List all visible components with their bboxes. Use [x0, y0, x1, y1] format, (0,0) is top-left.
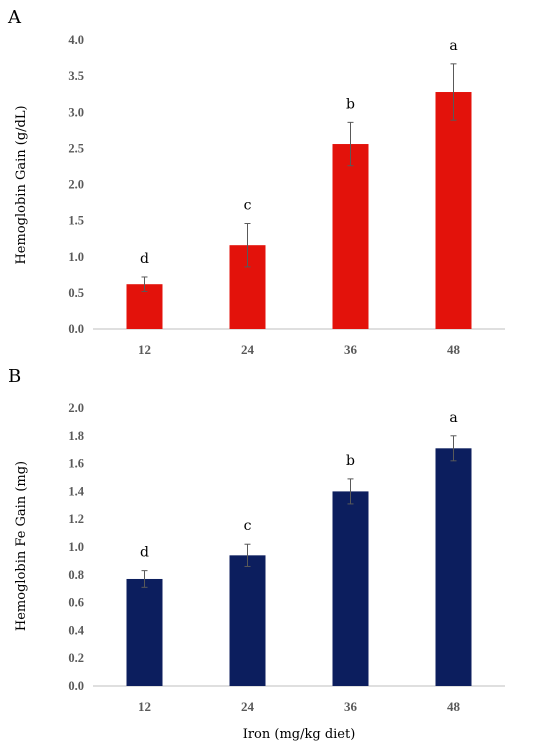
bar-24 [229, 555, 266, 686]
y-tick-label: 0.8 [68, 568, 84, 582]
y-tick-label: 2.0 [68, 178, 84, 192]
y-tick-label: 2.0 [68, 401, 84, 415]
significance-letter: c [244, 518, 252, 534]
y-tick-label: 3.5 [68, 69, 84, 83]
significance-letter: a [449, 410, 457, 426]
x-tick-label: 48 [447, 342, 461, 357]
y-tick-label: 4.0 [68, 33, 84, 47]
y-tick-label: 0.2 [68, 651, 84, 665]
y-tick-label: 1.8 [68, 429, 84, 443]
significance-letter: c [244, 198, 252, 214]
y-tick-label: 1.5 [68, 214, 84, 228]
panel-b: B Hemoglobin Fe Gain (mg) Iron (mg/kg di… [8, 366, 505, 742]
y-tick-label: 0.0 [68, 679, 84, 693]
bar-36 [332, 491, 369, 686]
y-tick-label: 0.5 [68, 286, 84, 300]
y-tick-label: 2.5 [68, 141, 84, 155]
x-tick-label: 24 [241, 342, 255, 357]
y-axis-label-a: Hemoglobin Gain (g/dL) [14, 105, 29, 264]
y-tick-label: 1.2 [68, 512, 84, 526]
panel-letter-b: B [8, 366, 21, 387]
bar-36 [332, 144, 369, 329]
bar-12 [126, 578, 163, 686]
significance-letter: b [346, 453, 355, 469]
x-tick-label: 24 [241, 699, 255, 714]
significance-letter: d [140, 545, 149, 561]
y-tick-label: 3.0 [68, 105, 84, 119]
panel-letter-a: A [7, 7, 22, 28]
bar-48 [435, 448, 472, 686]
y-tick-label: 0.4 [68, 623, 84, 637]
y-tick-label: 1.0 [68, 540, 84, 554]
y-axis-label-b: Hemoglobin Fe Gain (mg) [14, 461, 29, 631]
significance-letter: b [346, 96, 355, 112]
significance-letter: d [140, 251, 149, 267]
y-tick-label: 0.6 [68, 596, 84, 610]
significance-letter: a [449, 38, 457, 54]
x-tick-label: 36 [344, 342, 358, 357]
x-axis-label: Iron (mg/kg diet) [243, 727, 356, 742]
y-tick-label: 0.0 [68, 322, 84, 336]
x-tick-label: 12 [138, 342, 151, 357]
y-tick-label: 1.4 [68, 484, 84, 498]
x-tick-label: 48 [447, 699, 461, 714]
y-tick-label: 1.0 [68, 250, 84, 264]
y-tick-label: 1.6 [68, 457, 84, 471]
x-tick-label: 12 [138, 699, 151, 714]
bar-48 [435, 92, 472, 330]
panel-a: A Hemoglobin Gain (g/dL) 0.0 0.5 1.0 1.5 2.0… [7, 7, 505, 357]
x-tick-label: 36 [344, 699, 358, 714]
